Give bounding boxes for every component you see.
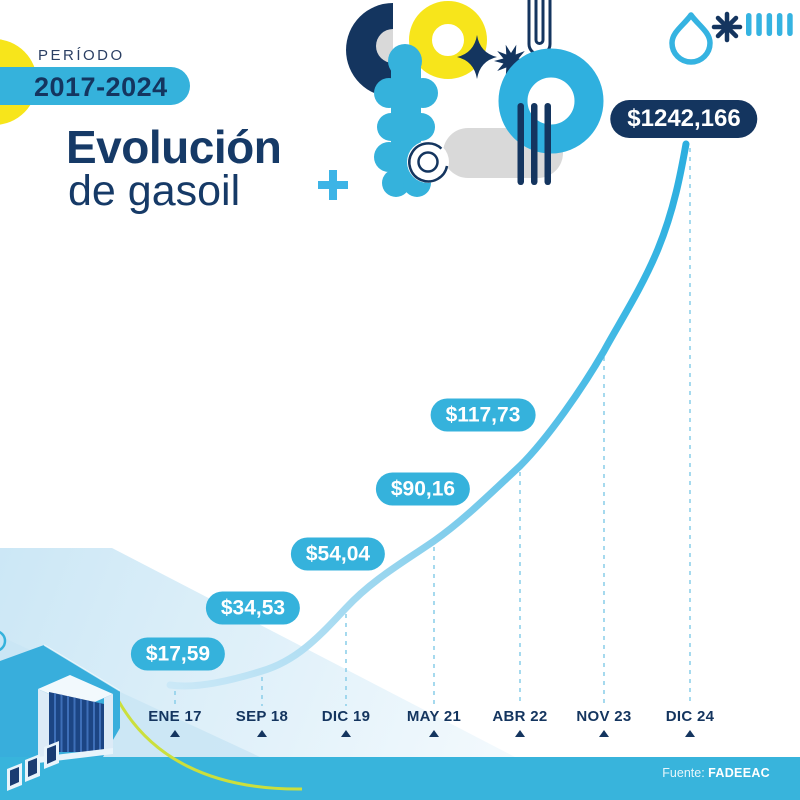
yellow-donut-decoration (409, 1, 487, 79)
drop-icon (669, 12, 713, 65)
period-value: 2017-2024 (34, 72, 168, 102)
left-edge-arc-decoration (0, 630, 7, 652)
source-label: Fuente: (662, 766, 705, 780)
starburst-icon (494, 44, 528, 78)
page-title-line1: Evolución (66, 121, 282, 173)
lime-curve-decoration (116, 699, 303, 791)
warehouse-windows (7, 741, 59, 791)
paperclip-decoration (527, 0, 552, 56)
period-label: PERÍODO (38, 47, 125, 64)
page-title-line2: de gasoil (68, 167, 241, 215)
abstract-shapes-cluster (346, 0, 604, 197)
dashed-guides (174, 148, 691, 706)
three-bars-decoration (517, 103, 551, 185)
source-attribution: Fuente: FADEEAC (662, 766, 770, 780)
period-badge (0, 67, 190, 105)
plus-icon (318, 170, 348, 200)
source-value: FADEEAC (708, 766, 770, 780)
sparkle-icon (457, 35, 497, 79)
half-donut-decoration (346, 3, 393, 97)
footer-band (0, 757, 800, 800)
spiral-circle-decoration (407, 141, 449, 183)
cyan-blob-decoration (374, 44, 438, 197)
asterisk-icon (711, 11, 743, 43)
five-bars-icon (746, 13, 793, 36)
price-curve (166, 140, 690, 690)
warehouse-illustration (0, 644, 121, 791)
